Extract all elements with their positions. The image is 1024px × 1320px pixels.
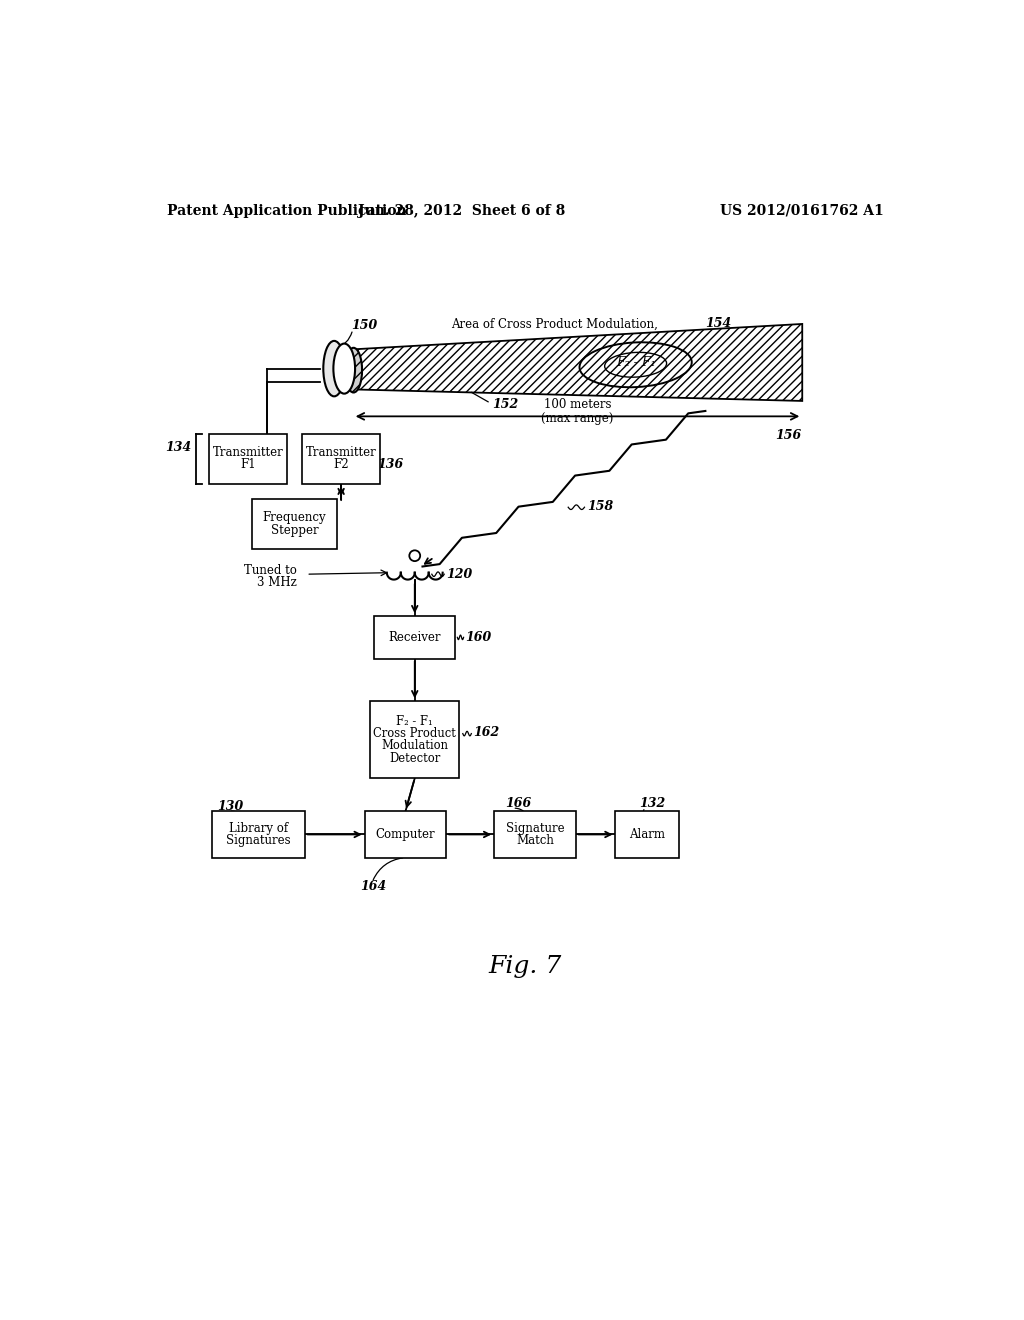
Text: F2: F2 [334, 458, 349, 471]
Text: Fig. 7: Fig. 7 [488, 956, 561, 978]
Text: 166: 166 [506, 797, 531, 810]
Text: Alarm: Alarm [630, 828, 666, 841]
Text: Jun. 28, 2012  Sheet 6 of 8: Jun. 28, 2012 Sheet 6 of 8 [357, 203, 565, 218]
FancyBboxPatch shape [495, 812, 575, 858]
Text: Frequency: Frequency [263, 511, 327, 524]
Text: 132: 132 [640, 797, 666, 810]
Text: 162: 162 [473, 726, 499, 739]
Text: 100 meters: 100 meters [544, 399, 611, 412]
Text: Receiver: Receiver [388, 631, 441, 644]
Text: Transmitter: Transmitter [306, 446, 377, 459]
FancyBboxPatch shape [615, 812, 679, 858]
Text: 120: 120 [445, 568, 472, 581]
Text: Transmitter: Transmitter [213, 446, 284, 459]
FancyBboxPatch shape [365, 812, 446, 858]
Ellipse shape [324, 341, 345, 396]
Text: 158: 158 [587, 500, 613, 513]
Text: (max range): (max range) [542, 412, 613, 425]
Text: Tuned to: Tuned to [244, 564, 297, 577]
FancyBboxPatch shape [209, 434, 287, 483]
Text: Area of Cross Product Modulation,: Area of Cross Product Modulation, [451, 317, 657, 330]
Text: Modulation: Modulation [381, 739, 449, 752]
Ellipse shape [334, 343, 355, 393]
Text: 152: 152 [493, 399, 518, 412]
Text: 154: 154 [706, 317, 731, 330]
Text: F1: F1 [241, 458, 256, 471]
FancyBboxPatch shape [371, 701, 460, 779]
Text: US 2012/0161762 A1: US 2012/0161762 A1 [720, 203, 884, 218]
Text: 164: 164 [360, 879, 387, 892]
Text: 136: 136 [378, 458, 403, 471]
Text: F₂ - F₁: F₂ - F₁ [615, 356, 655, 370]
Text: Patent Application Publication: Patent Application Publication [167, 203, 407, 218]
FancyBboxPatch shape [374, 616, 456, 659]
Text: F₂ - F₁: F₂ - F₁ [396, 714, 433, 727]
Text: 156: 156 [775, 429, 802, 442]
Text: Cross Product: Cross Product [374, 727, 456, 741]
Text: 3 MHz: 3 MHz [257, 576, 297, 589]
Text: Signatures: Signatures [226, 834, 291, 847]
Ellipse shape [345, 348, 362, 392]
Text: Detector: Detector [389, 751, 440, 764]
Text: Computer: Computer [376, 828, 435, 841]
Polygon shape [352, 323, 802, 401]
Text: 150: 150 [351, 319, 378, 333]
FancyBboxPatch shape [212, 812, 305, 858]
Text: 130: 130 [217, 800, 244, 813]
Text: Stepper: Stepper [270, 524, 318, 537]
Text: 134: 134 [165, 441, 191, 454]
Text: Library of: Library of [228, 822, 288, 834]
Text: Signature: Signature [506, 822, 564, 834]
FancyBboxPatch shape [252, 499, 337, 549]
FancyBboxPatch shape [302, 434, 380, 483]
Text: Match: Match [516, 834, 554, 847]
Text: 160: 160 [465, 631, 492, 644]
